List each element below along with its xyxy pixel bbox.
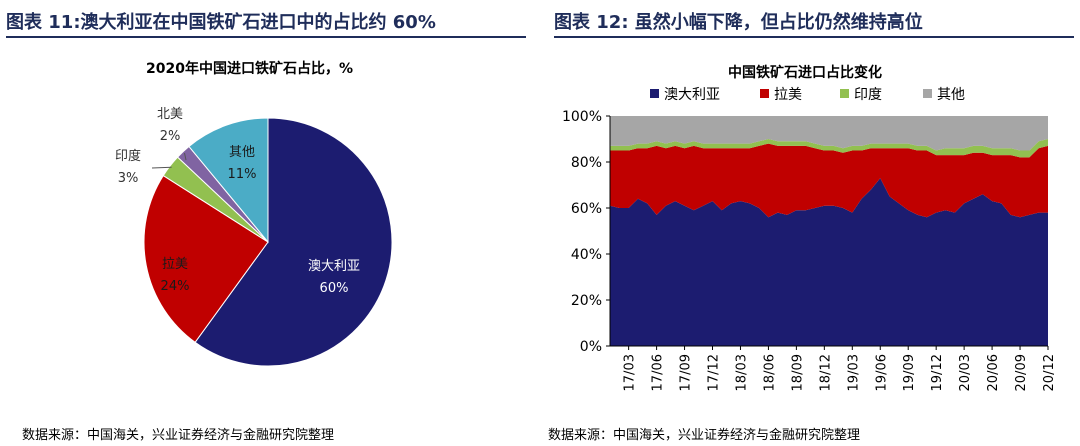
area-chart-title: 中国铁矿石进口占比变化 <box>728 65 882 81</box>
right-figure-title: 图表 12: 虽然小幅下降，但占比仍然维持高位 <box>554 12 923 33</box>
y-tick-label-3: 60% <box>571 201 602 217</box>
x-tick-label-14: 20/09 <box>1014 354 1029 391</box>
right-title-rule <box>554 36 1074 38</box>
pie-chart-title: 2020年中国进口铁矿石占比，% <box>146 61 353 77</box>
x-tick-label-5: 18/06 <box>762 354 777 391</box>
x-tick-label-0: 17/03 <box>623 354 638 391</box>
area-series-1 <box>610 143 1048 218</box>
pie-label-australia-value: 60% <box>319 281 349 296</box>
pie-slice-0 <box>194 117 393 367</box>
legend-swatch-3 <box>923 89 932 98</box>
pie-label-north-america: 北美 2% <box>146 104 194 148</box>
area-legend: 澳大利亚 拉美 印度 其他 <box>650 87 965 103</box>
x-tick-label-1: 17/06 <box>651 354 666 391</box>
pie-label-india-value: 3% <box>117 171 139 186</box>
x-tick-label-4: 18/03 <box>734 354 749 391</box>
pie-slice-1 <box>143 174 269 344</box>
legend-swatch-2 <box>840 89 849 98</box>
y-tick-label-2: 40% <box>571 247 602 263</box>
y-tick-label-1: 20% <box>571 293 602 309</box>
pie-label-australia-name: 澳大利亚 <box>307 259 360 274</box>
pie-label-india-name: 印度 <box>114 149 141 164</box>
x-tick-label-13: 20/06 <box>986 354 1001 391</box>
pie-label-india: 印度 3% <box>104 146 152 190</box>
x-tick-label-7: 18/12 <box>818 354 833 391</box>
pie-leader-line-3 <box>183 152 187 161</box>
pie-label-latam-value: 24% <box>160 279 190 294</box>
x-tick-label-12: 20/03 <box>958 354 973 391</box>
area-series-3 <box>610 116 1048 151</box>
area-svg: 澳大利亚 拉美 印度 其他 0% 20% 40% 60% 80% 100% 17/03 17/06 17… <box>562 87 1057 391</box>
legend-label-3: 其他 <box>937 87 965 103</box>
x-tick-label-15: 20/12 <box>1042 354 1057 391</box>
pie-label-other-name: 其他 <box>228 145 255 160</box>
left-source-note: 数据来源：中国海关，兴业证券经济与金融研究院整理 <box>22 428 335 443</box>
pie-svg <box>143 117 393 367</box>
legend-label-0: 澳大利亚 <box>664 87 720 103</box>
pie-leader-line-2 <box>151 166 172 169</box>
x-tick-label-10: 19/09 <box>902 354 917 391</box>
x-tick-label-6: 18/09 <box>790 354 805 391</box>
x-tick-label-9: 19/06 <box>874 354 889 391</box>
x-tick-label-2: 17/09 <box>679 354 694 391</box>
left-title-rule <box>6 36 526 38</box>
legend-swatch-1 <box>760 89 769 98</box>
legend-label-1: 拉美 <box>774 87 802 103</box>
x-tick-label-8: 19/03 <box>846 354 861 391</box>
pie-label-latam-name: 拉美 <box>161 257 188 272</box>
x-tick-label-11: 19/12 <box>930 354 945 391</box>
pie-label-north-america-value: 2% <box>159 129 181 144</box>
pie-label-north-america-name: 北美 <box>156 107 183 122</box>
x-tick-label-3: 17/12 <box>707 354 722 391</box>
pie-label-latam: 拉美 24% <box>150 254 200 298</box>
y-tick-label-5: 100% <box>562 109 602 125</box>
pie-label-australia: 澳大利亚 60% <box>292 256 376 300</box>
right-source-note: 数据来源：中国海关，兴业证券经济与金融研究院整理 <box>548 428 861 443</box>
y-tick-label-4: 80% <box>571 155 602 171</box>
legend-label-2: 印度 <box>854 87 882 103</box>
y-tick-label-0: 0% <box>580 339 602 355</box>
area-series-0 <box>610 178 1048 346</box>
pie-label-other-value: 11% <box>227 167 257 182</box>
pie-slice-4 <box>188 117 269 244</box>
pie-label-other: 其他 11% <box>218 142 266 186</box>
legend-swatch-0 <box>650 89 659 98</box>
left-figure-title: 图表 11:澳大利亚在中国铁矿石进口中的占比约 60% <box>6 12 436 33</box>
